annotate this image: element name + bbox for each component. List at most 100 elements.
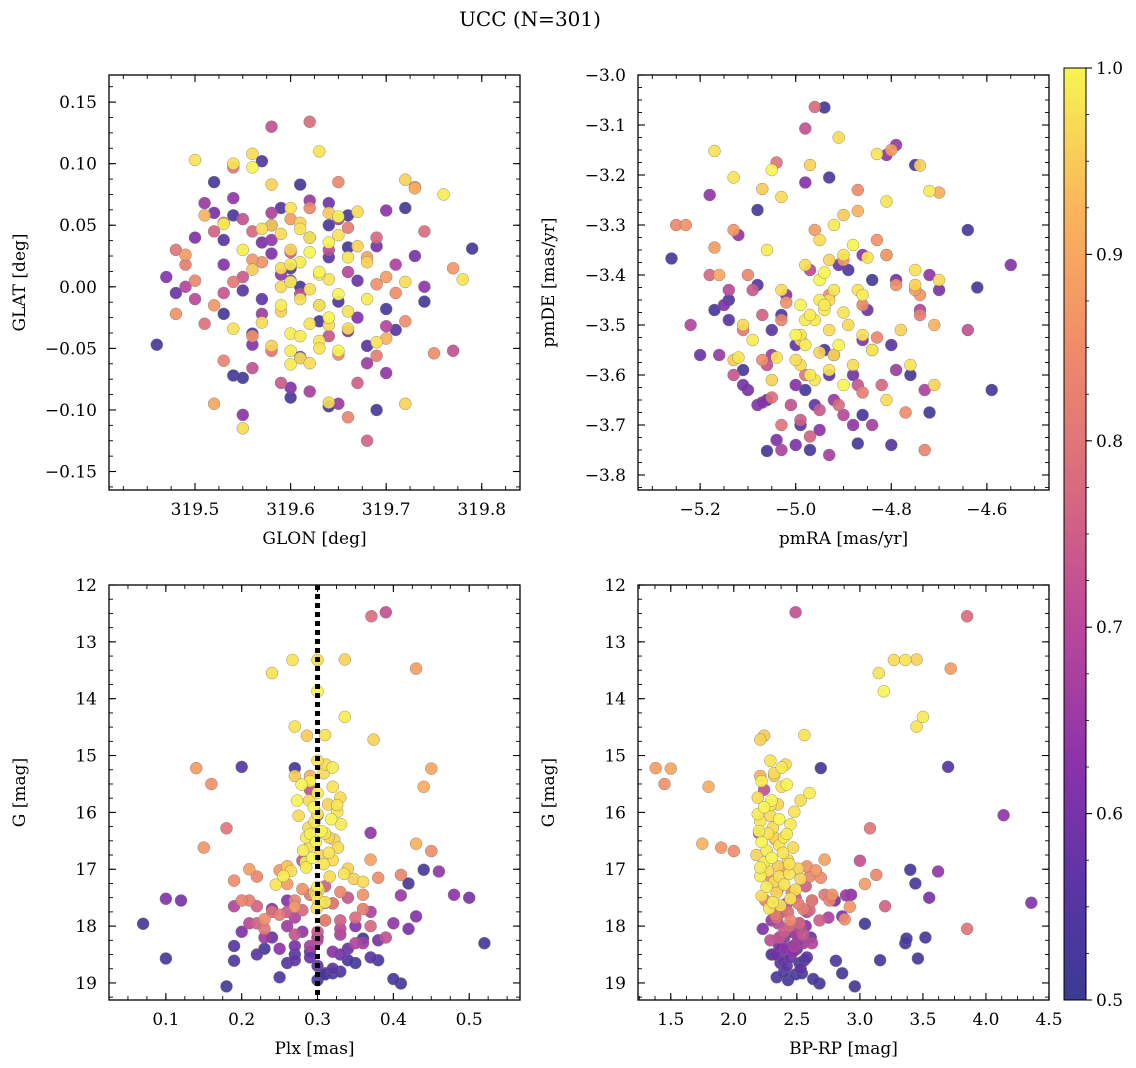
data-point bbox=[746, 333, 759, 347]
data-point bbox=[837, 378, 850, 392]
data-point bbox=[873, 954, 887, 967]
data-point bbox=[250, 870, 264, 883]
data-point bbox=[756, 308, 769, 322]
data-point bbox=[813, 346, 826, 359]
data-point bbox=[837, 248, 850, 262]
data-point bbox=[235, 925, 248, 938]
data-point bbox=[255, 316, 269, 329]
data-point bbox=[456, 273, 469, 286]
data-point bbox=[284, 201, 297, 215]
data-point bbox=[332, 175, 345, 189]
data-point bbox=[273, 971, 286, 984]
data-point bbox=[765, 373, 778, 387]
data-point bbox=[866, 418, 879, 432]
data-point bbox=[255, 222, 269, 236]
data-point bbox=[863, 822, 877, 835]
y-tick-label: 19 bbox=[604, 974, 626, 994]
data-point bbox=[760, 444, 774, 458]
x-tick-label: 2.0 bbox=[720, 1010, 747, 1030]
data-point bbox=[402, 877, 415, 890]
data-point bbox=[351, 239, 364, 253]
scatter-points bbox=[150, 115, 479, 447]
data-point bbox=[265, 178, 278, 191]
data-point bbox=[918, 443, 931, 457]
data-point bbox=[265, 339, 278, 353]
y-tick-label: 14 bbox=[604, 690, 626, 710]
data-point bbox=[236, 284, 250, 297]
data-point bbox=[318, 896, 332, 909]
data-point bbox=[338, 710, 351, 724]
data-point bbox=[741, 268, 755, 282]
data-point bbox=[703, 188, 716, 202]
data-point bbox=[179, 280, 192, 293]
data-point bbox=[843, 900, 856, 913]
data-point bbox=[794, 794, 807, 807]
data-point bbox=[780, 296, 793, 309]
data-point bbox=[755, 835, 768, 849]
data-point bbox=[179, 248, 192, 262]
data-point bbox=[1025, 896, 1038, 909]
data-point bbox=[227, 874, 241, 887]
x-tick-label: 0.4 bbox=[380, 1010, 407, 1030]
data-point bbox=[288, 939, 301, 953]
data-point bbox=[273, 942, 286, 955]
data-point bbox=[818, 298, 831, 312]
data-point bbox=[794, 872, 807, 886]
data-point bbox=[832, 398, 845, 412]
data-point bbox=[736, 318, 750, 332]
data-point bbox=[780, 778, 793, 791]
data-point bbox=[478, 937, 491, 950]
y-tick-label: 18 bbox=[604, 917, 626, 937]
y-tick-label: 18 bbox=[75, 917, 97, 937]
data-point bbox=[765, 851, 778, 865]
y-axis-label: G [mag] bbox=[539, 758, 559, 827]
data-point bbox=[803, 368, 817, 382]
data-point bbox=[360, 292, 374, 306]
data-point bbox=[418, 295, 431, 308]
data-point bbox=[722, 283, 735, 297]
data-point bbox=[766, 896, 780, 909]
data-point bbox=[313, 299, 326, 312]
data-point bbox=[885, 338, 898, 352]
data-point bbox=[794, 298, 807, 312]
data-point bbox=[303, 246, 316, 259]
data-point bbox=[832, 338, 845, 352]
data-point bbox=[751, 791, 764, 804]
data-point bbox=[789, 378, 802, 392]
data-point bbox=[217, 286, 230, 300]
data-point bbox=[169, 286, 183, 300]
data-point bbox=[910, 720, 923, 733]
data-point bbox=[235, 760, 248, 774]
data-point bbox=[220, 822, 233, 835]
data-point bbox=[331, 798, 344, 812]
data-point bbox=[360, 434, 374, 447]
data-point bbox=[807, 972, 820, 986]
x-axis-label: pmRA [mas/yr] bbox=[779, 529, 908, 549]
data-point bbox=[205, 777, 218, 791]
y-tick-label: −3.1 bbox=[585, 116, 626, 136]
data-point bbox=[332, 210, 345, 223]
y-tick-label: −3.3 bbox=[585, 216, 626, 236]
data-point bbox=[341, 305, 355, 318]
data-point bbox=[255, 154, 269, 168]
y-tick-label: −0.15 bbox=[45, 463, 97, 483]
data-point bbox=[408, 249, 422, 263]
data-point bbox=[997, 809, 1010, 822]
data-point bbox=[856, 386, 869, 399]
y-tick-label: −0.10 bbox=[45, 401, 97, 421]
data-point bbox=[823, 171, 836, 184]
data-point bbox=[880, 248, 893, 262]
y-tick-label: 13 bbox=[75, 633, 97, 653]
data-point bbox=[837, 306, 850, 319]
y-tick-label: −3.8 bbox=[585, 466, 626, 486]
data-point bbox=[823, 253, 836, 267]
data-point bbox=[880, 195, 893, 208]
data-point bbox=[303, 385, 316, 398]
data-point bbox=[217, 217, 230, 231]
data-point bbox=[808, 223, 821, 237]
data-point bbox=[265, 120, 278, 133]
data-point bbox=[379, 606, 392, 619]
x-tick-label: −5.0 bbox=[775, 500, 816, 520]
data-point bbox=[805, 894, 819, 907]
data-point bbox=[356, 875, 370, 888]
